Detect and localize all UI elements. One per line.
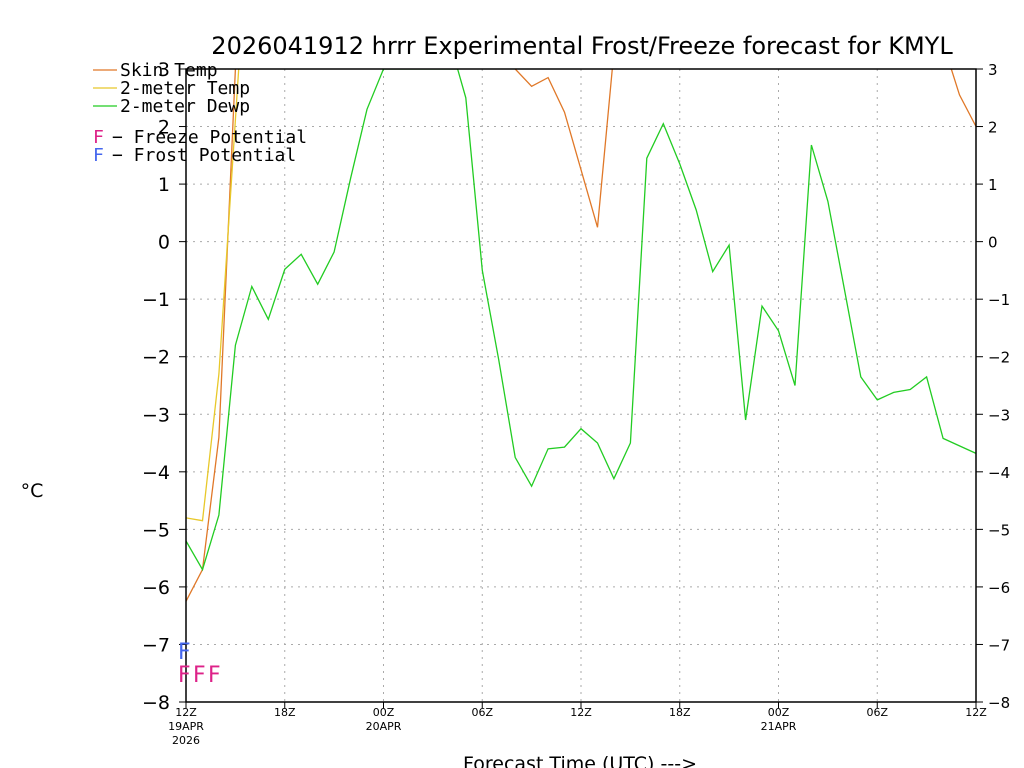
- y-tick-label-right: −5: [988, 521, 1010, 539]
- chart-title: 2026041912 hrrr Experimental Frost/Freez…: [211, 32, 953, 60]
- series-line-skin-temp: [950, 69, 976, 127]
- legend-label: Skin Temp: [120, 60, 218, 81]
- x-tick-year: 2026: [172, 734, 200, 747]
- potential-letter: F: [93, 145, 104, 166]
- y-tick-label: −4: [142, 462, 170, 484]
- x-tick-date: 21APR: [761, 720, 797, 733]
- y-tick-label-right: 0: [988, 234, 998, 252]
- y-tick-label-right: −1: [988, 291, 1010, 309]
- grid-lines: [186, 69, 976, 702]
- y-tick-label-right: −2: [988, 349, 1010, 367]
- x-tick-label: 00Z: [768, 706, 790, 719]
- potential-label: − Frost Potential: [112, 145, 296, 166]
- y-tick-label: −5: [142, 519, 170, 541]
- y-tick-label: −7: [142, 634, 170, 656]
- y-tick-label: −3: [142, 404, 170, 426]
- x-tick-label: 12Z: [570, 706, 592, 719]
- x-tick-label: 12Z: [965, 706, 987, 719]
- y-axis-right: −8 −7 −6 −5 −4 −3 −2 −1 0 1 2 3: [976, 61, 1010, 712]
- y-tick-label-right: 1: [988, 176, 998, 194]
- y-tick-label-right: −3: [988, 406, 1010, 424]
- y-tick-label-right: −6: [988, 579, 1010, 597]
- freeze-flag: F: [178, 663, 191, 688]
- potential-flags: FF F F: [178, 640, 221, 688]
- x-tick-label: 18Z: [669, 706, 691, 719]
- y-tick-label: 2: [158, 117, 170, 139]
- y-tick-label-right: 3: [988, 61, 998, 79]
- x-tick-label: 12Z: [175, 706, 197, 719]
- potential-label: − Freeze Potential: [112, 127, 307, 148]
- y-tick-label-right: −7: [988, 636, 1010, 654]
- y-axis-label: °C: [21, 480, 44, 502]
- series-line-skin-temp: [514, 69, 613, 228]
- x-tick-label: 00Z: [373, 706, 395, 719]
- potential-letter: F: [93, 127, 104, 148]
- x-tick-label: 06Z: [866, 706, 888, 719]
- x-axis-label: Forecast Time (UTC) --->: [463, 753, 697, 768]
- x-tick-label: 18Z: [274, 706, 296, 719]
- y-tick-label: −6: [142, 577, 170, 599]
- y-tick-label-right: −8: [988, 694, 1010, 712]
- frost-flag: F: [178, 640, 191, 665]
- series-lines: [186, 69, 976, 602]
- legend-label: 2-meter Dewp: [120, 96, 250, 117]
- x-tick-date: 19APR: [168, 720, 204, 733]
- series-line-2-meter-dewp: [186, 69, 976, 572]
- y-tick-label: 3: [158, 59, 170, 81]
- y-tick-label: 0: [158, 232, 170, 254]
- y-tick-label: −2: [142, 347, 170, 369]
- y-tick-label-right: 2: [988, 119, 998, 137]
- legend-label: 2-meter Temp: [120, 78, 250, 99]
- x-tick-label: 06Z: [471, 706, 493, 719]
- freeze-flag: F: [193, 663, 206, 688]
- series-line-2-meter-temp: [186, 69, 240, 522]
- y-axis-left: −8 −7 −6 −5 −4 −3 −2 −1 0 1 2 3: [142, 59, 186, 714]
- y-tick-label: −1: [142, 289, 170, 311]
- y-tick-label: 1: [158, 174, 170, 196]
- y-tick-label: −8: [142, 692, 170, 714]
- potential-legend: F − Freeze Potential F − Frost Potential: [93, 127, 307, 166]
- y-tick-label-right: −4: [988, 464, 1010, 482]
- x-tick-date: 20APR: [366, 720, 402, 733]
- freeze-flag: F: [208, 663, 221, 688]
